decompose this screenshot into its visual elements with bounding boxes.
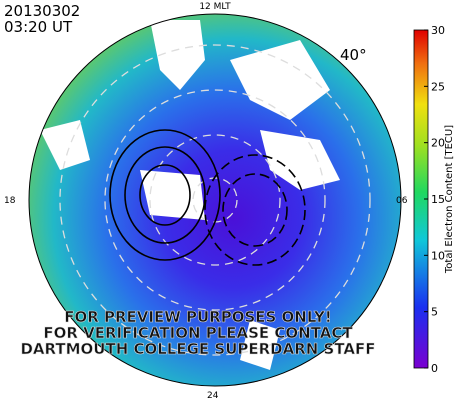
colorbar-tick-label: 30 bbox=[431, 24, 445, 37]
colorbar-tick-label: 20 bbox=[431, 137, 445, 150]
colorbar-label: Total Electron Content [TECU] bbox=[444, 125, 455, 274]
colorbar-tick-label: 25 bbox=[431, 80, 445, 93]
colorbar-tick-label: 5 bbox=[431, 306, 438, 319]
colorbar-ticks: 0 5 10 15 20 25 30 bbox=[424, 24, 445, 375]
watermark: DARTMOUTH COLLEGE SUPERDARN STAFF bbox=[20, 340, 375, 358]
latitude-label: 40° bbox=[340, 46, 367, 64]
time: 03:20 UT bbox=[4, 18, 73, 36]
colorbar-tick-label: 15 bbox=[431, 193, 445, 206]
right-label: 06 bbox=[396, 196, 408, 206]
watermark: FOR PREVIEW PURPOSES ONLY! bbox=[64, 308, 332, 326]
left-label: 18 bbox=[4, 196, 16, 206]
bottom-label: 24 bbox=[207, 391, 219, 400]
watermark: FOR VERIFICATION PLEASE CONTACT bbox=[43, 324, 353, 342]
top-label: 12 MLT bbox=[199, 2, 231, 12]
date: 20130302 bbox=[4, 2, 80, 20]
colorbar-tick-label: 0 bbox=[431, 362, 438, 375]
colorbar-tick-label: 10 bbox=[431, 249, 445, 262]
map-disc bbox=[28, 13, 402, 387]
